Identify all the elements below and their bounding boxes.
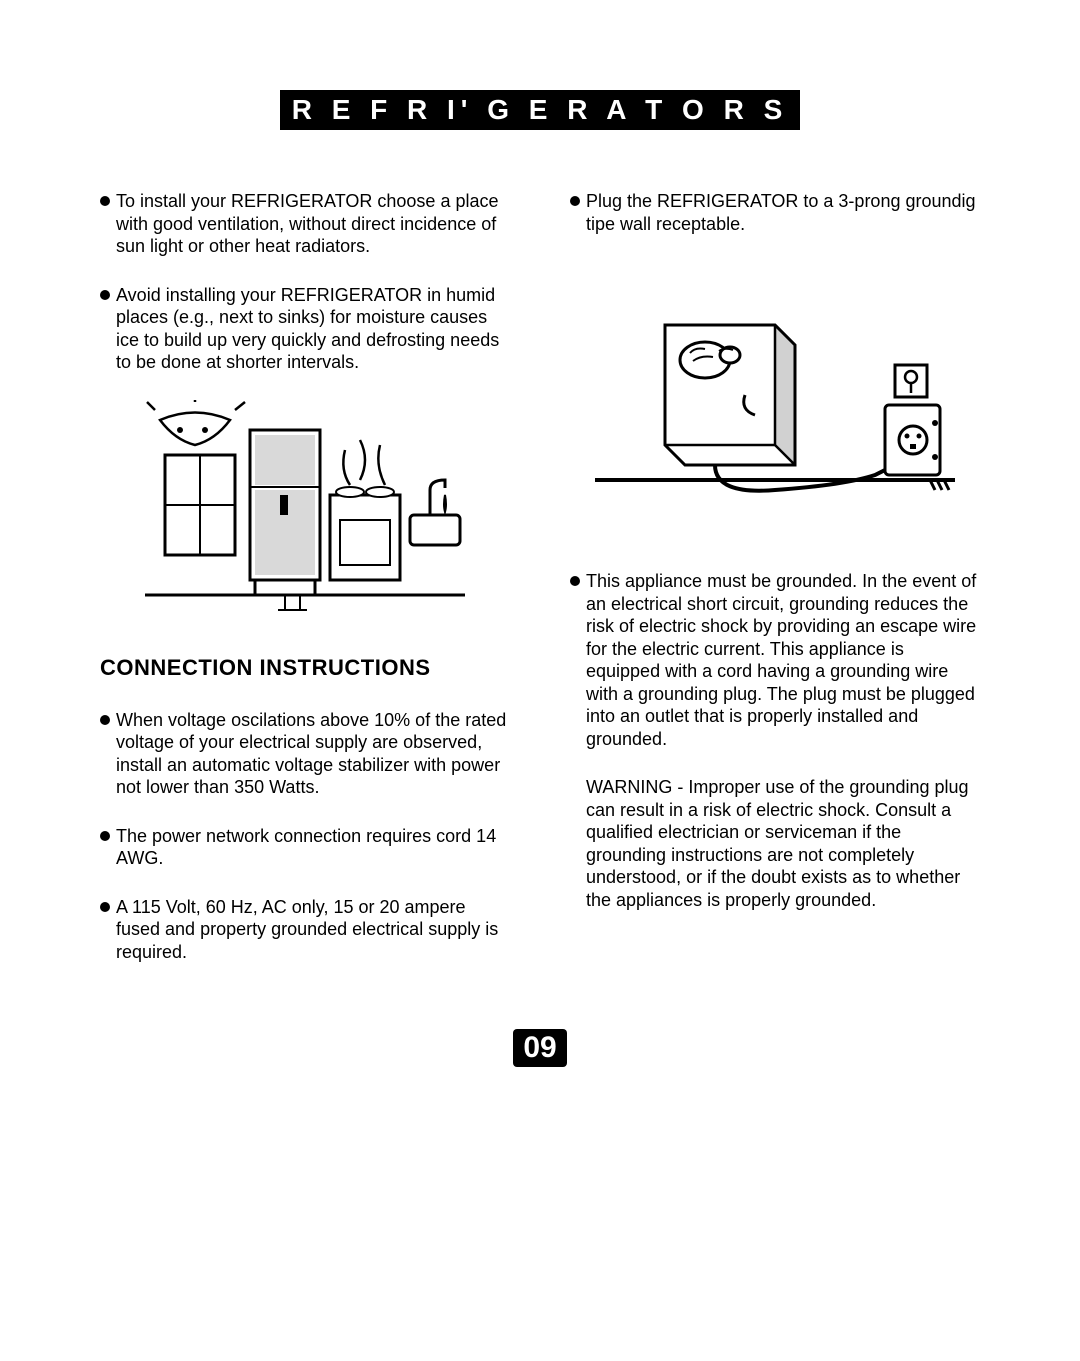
page-number-container: 09 (100, 1029, 980, 1067)
content-columns: To install your REFRIGERATOR choose a pl… (100, 190, 980, 989)
bullet-icon (100, 290, 110, 300)
bullet-item: The power network connection requires co… (100, 825, 510, 870)
bullet-item: When voltage oscilations above 10% of th… (100, 709, 510, 799)
bullet-icon (100, 715, 110, 725)
bullet-text: A 115 Volt, 60 Hz, AC only, 15 or 20 amp… (116, 896, 510, 964)
plug-illustration (570, 295, 980, 520)
bullet-item: To install your REFRIGERATOR choose a pl… (100, 190, 510, 258)
page-number: 09 (513, 1029, 566, 1067)
bullet-text: To install your REFRIGERATOR choose a pl… (116, 190, 510, 258)
bullet-icon (570, 196, 580, 206)
bullet-icon (100, 831, 110, 841)
bullet-text: The power network connection requires co… (116, 825, 510, 870)
connection-instructions-heading: CONNECTION INSTRUCTIONS (100, 655, 510, 681)
bullet-icon (570, 576, 580, 586)
bullet-item: Plug the REFRIGERATOR to a 3-prong groun… (570, 190, 980, 235)
placement-illustration (100, 400, 510, 625)
right-column: Plug the REFRIGERATOR to a 3-prong groun… (570, 190, 980, 989)
page-header: R E F R I' G E R A T O R S (100, 90, 980, 130)
page-title: R E F R I' G E R A T O R S (280, 90, 801, 130)
bullet-text: Plug the REFRIGERATOR to a 3-prong groun… (586, 190, 980, 235)
bullet-item: A 115 Volt, 60 Hz, AC only, 15 or 20 amp… (100, 896, 510, 964)
bullet-icon (100, 902, 110, 912)
bullet-item: Avoid installing your REFRIGERATOR in hu… (100, 284, 510, 374)
bullet-text: This appliance must be grounded. In the … (586, 570, 980, 750)
bullet-item: This appliance must be grounded. In the … (570, 570, 980, 750)
warning-text: WARNING - Improper use of the grounding … (586, 776, 980, 911)
bullet-text: When voltage oscilations above 10% of th… (116, 709, 510, 799)
left-column: To install your REFRIGERATOR choose a pl… (100, 190, 510, 989)
bullet-icon (100, 196, 110, 206)
bullet-text: Avoid installing your REFRIGERATOR in hu… (116, 284, 510, 374)
